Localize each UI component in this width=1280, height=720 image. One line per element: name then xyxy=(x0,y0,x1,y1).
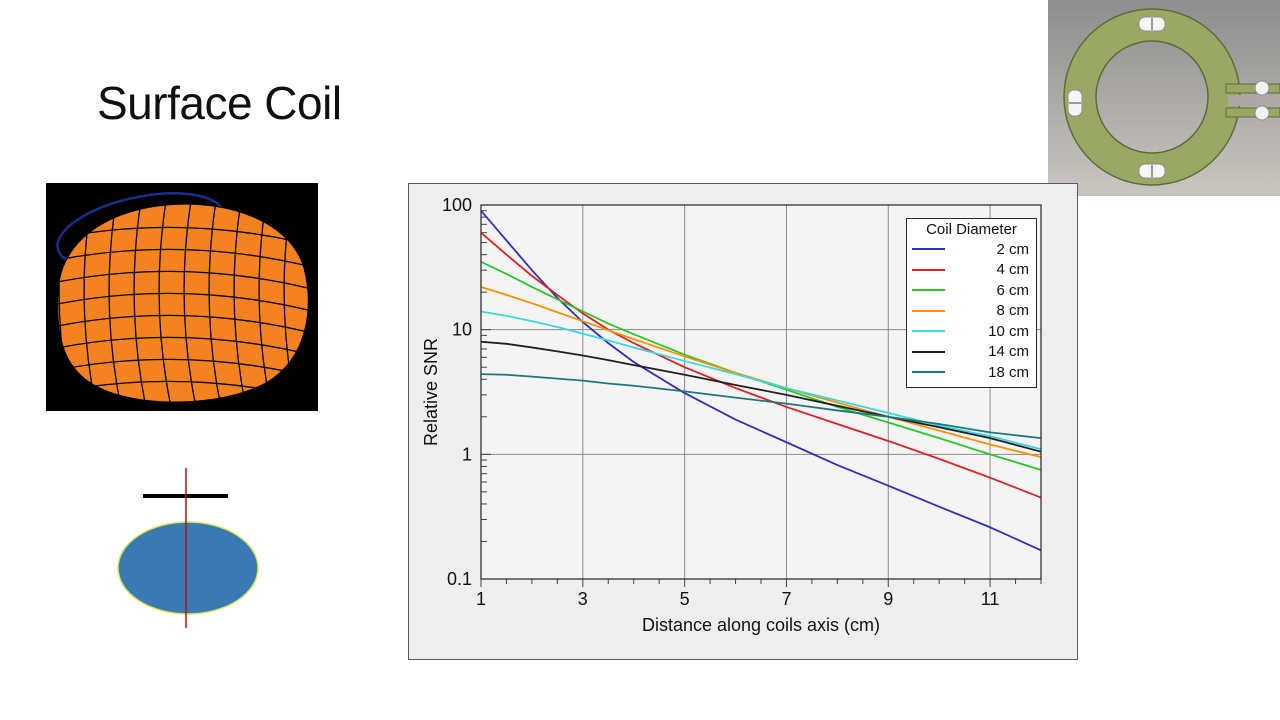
x-axis-title: Distance along coils axis (cm) xyxy=(641,615,881,635)
coil-ring xyxy=(1063,8,1241,186)
legend-line-swatch xyxy=(912,309,945,312)
legend-label: 6 cm xyxy=(996,281,1029,299)
legend-item: 14 cm xyxy=(912,342,1031,363)
legend-item: 18 cm xyxy=(912,362,1031,383)
legend-line-swatch xyxy=(912,248,945,251)
svg-text:11: 11 xyxy=(981,589,1000,609)
coil-axis-diagram xyxy=(117,468,259,628)
legend-item: 8 cm xyxy=(912,301,1031,322)
legend-line-swatch xyxy=(912,330,945,333)
legend-line-swatch xyxy=(912,350,945,353)
svg-text:1: 1 xyxy=(462,444,472,464)
solder-pad-top xyxy=(1254,80,1270,96)
legend-label: 4 cm xyxy=(996,261,1029,279)
svg-text:7: 7 xyxy=(781,589,791,609)
svg-text:10: 10 xyxy=(452,320,472,340)
svg-text:9: 9 xyxy=(883,589,893,609)
svg-text:1: 1 xyxy=(476,589,486,609)
svg-text:5: 5 xyxy=(680,589,690,609)
snr-chart: 100 10 1 0.1 1 3 5 7 9 11 Relative SNR Distance a… xyxy=(408,183,1078,660)
y-axis-title: Relative SNR xyxy=(421,337,441,447)
svg-text:0.1: 0.1 xyxy=(447,569,472,589)
legend-label: 14 cm xyxy=(988,343,1029,361)
coil-lead-top xyxy=(1225,83,1280,94)
sample-ellipse xyxy=(117,521,259,615)
mesh-simulation-render xyxy=(46,183,318,411)
chart-legend: Coil Diameter 2 cm 4 cm 6 cm 8 cm 10 cm xyxy=(906,218,1037,388)
mesh-body xyxy=(57,203,309,403)
svg-text:100: 100 xyxy=(442,195,472,215)
legend-item: 2 cm xyxy=(912,239,1031,260)
legend-item: 4 cm xyxy=(912,260,1031,281)
page-title: Surface Coil xyxy=(97,77,342,129)
legend-line-swatch xyxy=(912,268,945,271)
legend-label: 10 cm xyxy=(988,322,1029,340)
legend-line-swatch xyxy=(912,371,945,374)
coil-lead-bottom xyxy=(1225,107,1280,118)
legend-item: 10 cm xyxy=(912,321,1031,342)
legend-label: 18 cm xyxy=(988,363,1029,381)
legend-title: Coil Diameter xyxy=(926,221,1017,238)
surface-coil-photo xyxy=(1048,0,1280,196)
legend-item: 6 cm xyxy=(912,280,1031,301)
legend-label: 2 cm xyxy=(996,240,1029,258)
ring-gap xyxy=(1228,95,1256,106)
legend-label: 8 cm xyxy=(996,302,1029,320)
svg-text:3: 3 xyxy=(578,589,588,609)
legend-line-swatch xyxy=(912,289,945,292)
solder-pad-bottom xyxy=(1254,105,1270,121)
